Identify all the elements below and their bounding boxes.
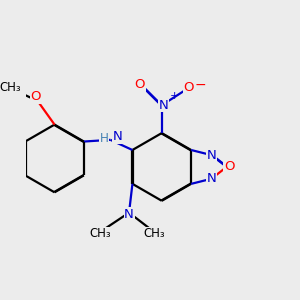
Text: −: − xyxy=(195,78,206,92)
Text: N: N xyxy=(206,148,216,162)
Text: CH₃: CH₃ xyxy=(89,227,111,240)
Text: N: N xyxy=(206,172,216,185)
Text: O: O xyxy=(31,90,41,103)
Text: O: O xyxy=(224,160,235,173)
Text: H: H xyxy=(100,132,109,145)
Text: N: N xyxy=(112,130,122,143)
Text: O: O xyxy=(134,79,145,92)
Text: O: O xyxy=(184,81,194,94)
Text: CH₃: CH₃ xyxy=(144,227,165,240)
Text: +: + xyxy=(170,91,179,101)
Text: CH₃: CH₃ xyxy=(0,81,21,94)
Text: N: N xyxy=(124,208,134,221)
Text: N: N xyxy=(159,99,168,112)
